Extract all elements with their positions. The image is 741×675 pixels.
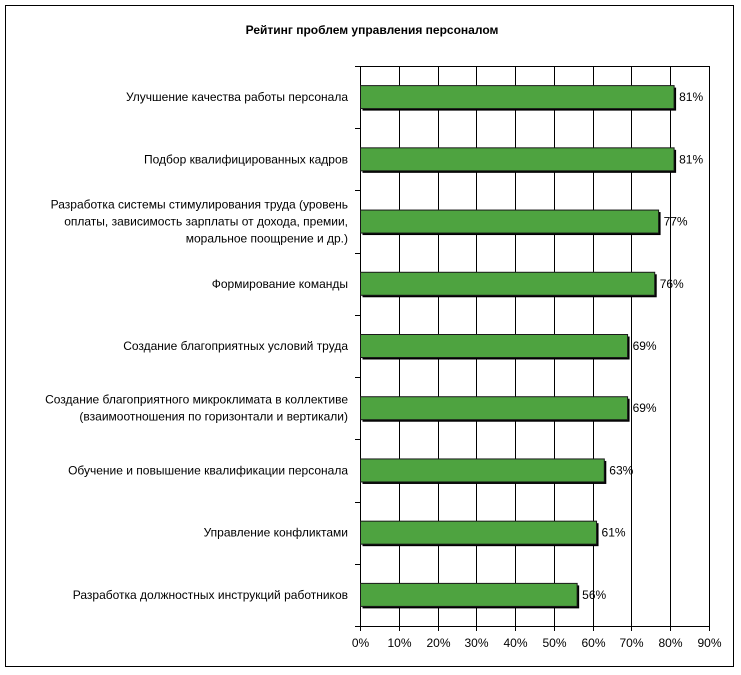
data-label: 69% <box>633 401 657 415</box>
data-label: 69% <box>633 339 657 353</box>
data-label: 81% <box>679 90 703 104</box>
x-tick-label: 60% <box>581 636 605 650</box>
bar <box>360 334 629 358</box>
bar-chart: Рейтинг проблем управления персоналом 0%… <box>45 23 722 650</box>
bar <box>360 209 660 234</box>
category-label: (взаимоотношения по горизонтали и вертик… <box>79 410 348 424</box>
x-tick-label: 20% <box>426 636 450 650</box>
category-label: оплаты, зависимость зарплаты от дохода, … <box>64 215 348 229</box>
x-tick-label: 80% <box>658 636 682 650</box>
bar <box>360 520 598 545</box>
category-label: Подбор квалифицированных кадров <box>144 152 348 166</box>
x-tick-label: 50% <box>542 636 566 650</box>
bar <box>360 458 605 483</box>
data-label: 76% <box>660 277 684 291</box>
data-label: 63% <box>609 463 633 477</box>
x-tick-label: 0% <box>352 636 370 650</box>
x-tick-label: 40% <box>503 636 527 650</box>
category-label: Обучение и повышение квалификации персон… <box>68 463 348 477</box>
category-label: Формирование команды <box>212 277 348 291</box>
data-label: 56% <box>582 588 606 602</box>
bar <box>360 85 675 110</box>
category-label: Улучшение качества работы персонала <box>126 90 348 104</box>
x-tick-label: 30% <box>464 636 488 650</box>
bar <box>360 396 629 421</box>
x-tick-label: 70% <box>619 636 643 650</box>
x-tick-label: 90% <box>697 636 721 650</box>
category-label: Создание благоприятных условий труда <box>123 339 348 353</box>
bar <box>360 582 578 607</box>
category-label: Разработка системы стимулирования труда … <box>51 198 348 212</box>
chart-frame: Рейтинг проблем управления персоналом 0%… <box>5 5 734 667</box>
x-tick-label: 10% <box>387 636 411 650</box>
chart-title: Рейтинг проблем управления персоналом <box>246 23 499 37</box>
bar <box>360 147 675 172</box>
bar <box>360 271 656 296</box>
category-label: Создание благоприятного микроклимата в к… <box>45 393 348 407</box>
data-label: 81% <box>679 152 703 166</box>
data-label: 77% <box>664 215 688 229</box>
category-label: Управление конфликтами <box>204 526 348 540</box>
data-label: 61% <box>602 526 626 540</box>
category-label: моральное поощрение и др.) <box>186 232 348 246</box>
category-label: Разработка должностных инструкций работн… <box>73 588 348 602</box>
